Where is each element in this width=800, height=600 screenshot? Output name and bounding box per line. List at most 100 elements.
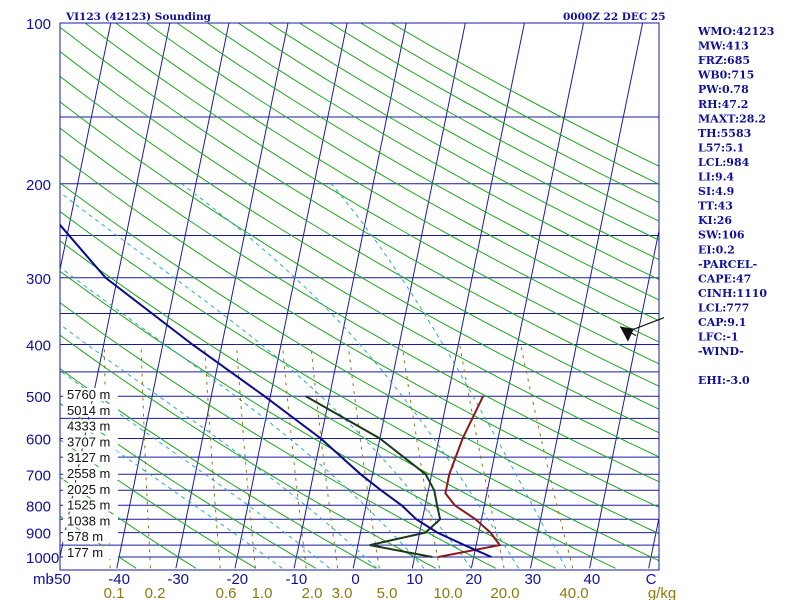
pressure-tick-label: 400 [26,338,51,355]
height-label: 5014 m [67,403,110,418]
pressure-tick-label: 300 [26,271,51,288]
mixing-ratio-line [459,344,505,569]
mixing-ratio-line [310,344,339,569]
dry-adiabat [360,23,659,185]
pressure-tick-label: 600 [26,432,51,449]
mixing-ratio-label: 20.0 [490,585,519,600]
height-label: 2025 m [67,482,110,497]
mixing-ratio-label: 0.2 [145,585,166,600]
dry-adiabat [115,23,659,343]
isotherm-line [0,11,54,568]
isotherm-line [175,23,289,569]
isotherm-line [60,23,112,273]
dry-adiabat [60,402,317,569]
mixing-ratio-label: 5.0 [377,585,398,600]
height-label-bg [63,467,118,480]
temperature-tick-label: -10 [286,571,308,588]
temperature-tick-label: 20 [465,571,482,588]
isotherm-line [648,515,659,569]
dry-adiabat [60,26,659,387]
height-label-bg [63,482,118,496]
mixing-ratio-label: 2.0 [302,585,323,600]
dry-adiabat [60,302,496,569]
dry-adiabat [60,438,257,569]
dry-adiabat [176,23,659,301]
isotherm-line [589,228,659,569]
dry-adiabat [299,23,659,222]
pressure-tick-label: 500 [26,389,51,406]
height-label-bg [63,403,118,417]
dry-adiabat [60,101,659,458]
isotherm-line [708,11,800,568]
isotherm-line [352,23,466,569]
dry-adiabat [60,210,659,562]
isotherm-line [116,23,230,569]
height-label-bg [63,530,118,544]
temperature-profile [438,395,502,558]
isotherm-line [234,23,348,569]
pressure-tick-label: 1000 [26,550,59,567]
mixing-ratio-line [401,344,440,569]
height-label: 3707 m [67,434,110,449]
temperature-tick-label: C [646,571,657,588]
height-label-bg [63,546,118,559]
height-label: 1525 m [67,498,110,513]
mixing-ratio-label: 0.6 [216,585,237,600]
pressure-tick-label: 900 [26,526,51,543]
moist-adiabat [60,191,472,569]
height-label-bg [63,451,118,465]
temperature-tick-label: -30 [167,571,189,588]
dry-adiabat [60,75,659,434]
dry-adiabat [207,23,659,281]
dry-adiabat [60,50,659,410]
height-label-bg [63,514,118,528]
height-label: 4333 m [67,419,110,434]
dry-adiabat [60,334,437,569]
height-label-bg [63,498,118,512]
dry-adiabat [60,127,659,483]
isotherm-line [293,23,407,569]
height-label: 5760 m [67,387,110,402]
temperature-tick-label: -50 [49,571,71,588]
mixing-ratio-line [520,344,574,569]
parcel-profile [60,223,492,558]
mixing-ratio-line [204,344,221,569]
height-label: 3127 m [67,450,110,465]
mixing-ratio-label: 1.0 [252,585,273,600]
temperature-tick-label: 40 [584,571,601,588]
pressure-tick-label: 200 [26,177,51,194]
dry-adiabat [60,154,659,508]
height-label-bg [63,435,118,449]
moist-adiabat [60,370,330,569]
temperature-tick-label: -40 [108,571,130,588]
wind-barb-flag [620,326,634,342]
mixing-ratio-unit: g/kg [648,585,676,600]
dry-adiabat [268,23,659,241]
moist-adiabat [181,183,520,569]
pressure-unit-label: mb [33,571,54,588]
temperature-tick-label: 10 [406,571,423,588]
dry-adiabat [237,23,659,261]
height-label: 177 m [67,545,103,560]
pressure-tick-label: 100 [26,16,51,33]
moist-adiabat [60,323,378,569]
moist-adiabat [330,183,567,569]
mixing-ratio-label: 10.0 [433,585,462,600]
mixing-ratio-line [235,344,256,569]
dewpoint-profile [305,395,442,558]
pressure-tick-label: 700 [26,467,51,484]
dry-adiabat [84,23,659,365]
isotherm-line [529,23,644,569]
dry-adiabat [146,23,659,322]
height-label: 578 m [67,529,103,544]
dry-adiabat [60,270,556,569]
mixing-ratio-line [140,344,151,569]
mixing-ratio-label: 3.0 [332,585,353,600]
wind-barb-tick [619,326,637,337]
mixing-ratio-line [281,344,307,569]
mixing-ratio-label: 40.0 [559,585,588,600]
height-label: 1038 m [67,513,110,528]
pressure-tick-label: 800 [26,498,51,515]
